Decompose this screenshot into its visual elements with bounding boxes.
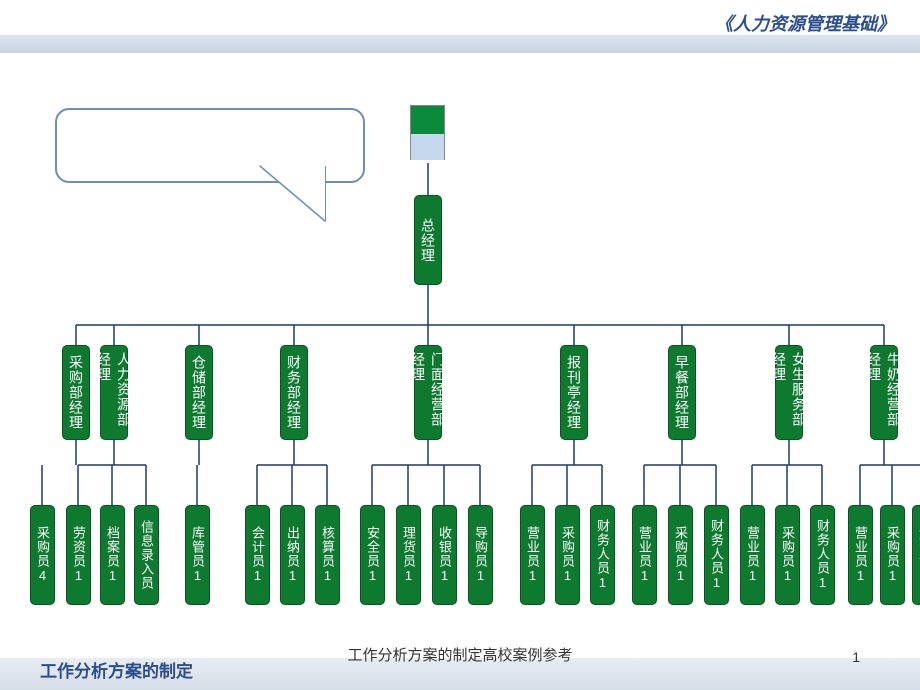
staff-node: 财务人员1 (912, 505, 920, 605)
manager-node: 报刊亭经理 (560, 345, 588, 440)
manager-node: 人力资源部经理 (100, 345, 128, 440)
staff-node: 财务人员1 (704, 505, 729, 605)
manager-node: 早餐部经理 (668, 345, 696, 440)
manager-node: 门面经营部经理 (414, 345, 442, 440)
staff-node: 采购员1 (668, 505, 693, 605)
footer-left: 工作分析方案的制定 (40, 657, 193, 682)
staff-node: 财务人员1 (590, 505, 615, 605)
manager-node: 女生服务部经理 (775, 345, 803, 440)
staff-node: 营业员1 (520, 505, 545, 605)
staff-node: 采购员4 (30, 505, 55, 605)
staff-node: 营业员1 (848, 505, 873, 605)
staff-node: 核算员1 (315, 505, 340, 605)
staff-node: 出纳员1 (280, 505, 305, 605)
staff-node: 档案员1 (100, 505, 125, 605)
icon-bottom (411, 134, 444, 160)
manager-node: 财务部经理 (280, 345, 308, 440)
page-number: 1 (852, 649, 860, 665)
manager-node: 仓储部经理 (185, 345, 213, 440)
staff-node: 采购员1 (880, 505, 905, 605)
staff-node: 会计员1 (245, 505, 270, 605)
staff-node: 财务人员1 (810, 505, 835, 605)
header-band (0, 35, 920, 53)
staff-node: 营业员1 (740, 505, 765, 605)
manager-node: 采购部经理 (62, 345, 90, 440)
staff-node: 安全员1 (360, 505, 385, 605)
icon-box (410, 105, 445, 160)
header-title: 《人力资源管理基础》 (715, 10, 895, 36)
staff-node: 采购员1 (555, 505, 580, 605)
staff-node: 营业员1 (632, 505, 657, 605)
root-node: 总经理 (414, 195, 442, 285)
staff-node: 理货员1 (396, 505, 421, 605)
staff-node: 采购员1 (775, 505, 800, 605)
icon-top (411, 106, 444, 134)
staff-node: 导购员1 (468, 505, 493, 605)
callout-tail (260, 165, 325, 220)
manager-node: 牛奶经营部经理 (870, 345, 898, 440)
staff-node: 收银员1 (432, 505, 457, 605)
staff-node: 信息录入员 (134, 505, 159, 605)
staff-node: 劳资员1 (66, 505, 91, 605)
staff-node: 库管员1 (185, 505, 210, 605)
